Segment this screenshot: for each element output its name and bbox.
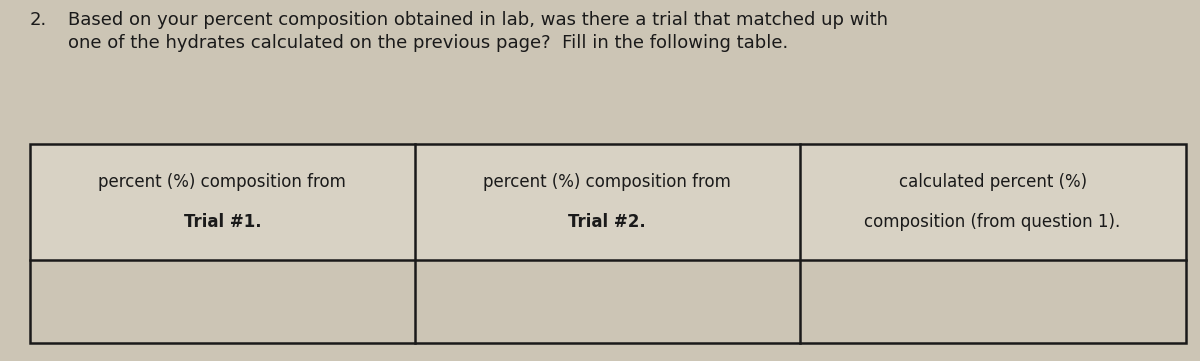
Text: Trial #1.: Trial #1.	[184, 213, 262, 231]
Text: composition (from question 1).: composition (from question 1).	[864, 213, 1121, 231]
Text: 2.: 2.	[30, 11, 47, 29]
Text: percent (%) composition from: percent (%) composition from	[98, 173, 347, 191]
Text: calculated percent (%): calculated percent (%)	[899, 173, 1087, 191]
Text: percent (%) composition from: percent (%) composition from	[484, 173, 731, 191]
Bar	[30, 260, 1186, 343]
Bar	[30, 144, 1186, 343]
Text: Trial #2.: Trial #2.	[569, 213, 646, 231]
Text: Based on your percent composition obtained in lab, was there a trial that matche: Based on your percent composition obtain…	[68, 11, 888, 52]
Bar	[30, 144, 1186, 260]
